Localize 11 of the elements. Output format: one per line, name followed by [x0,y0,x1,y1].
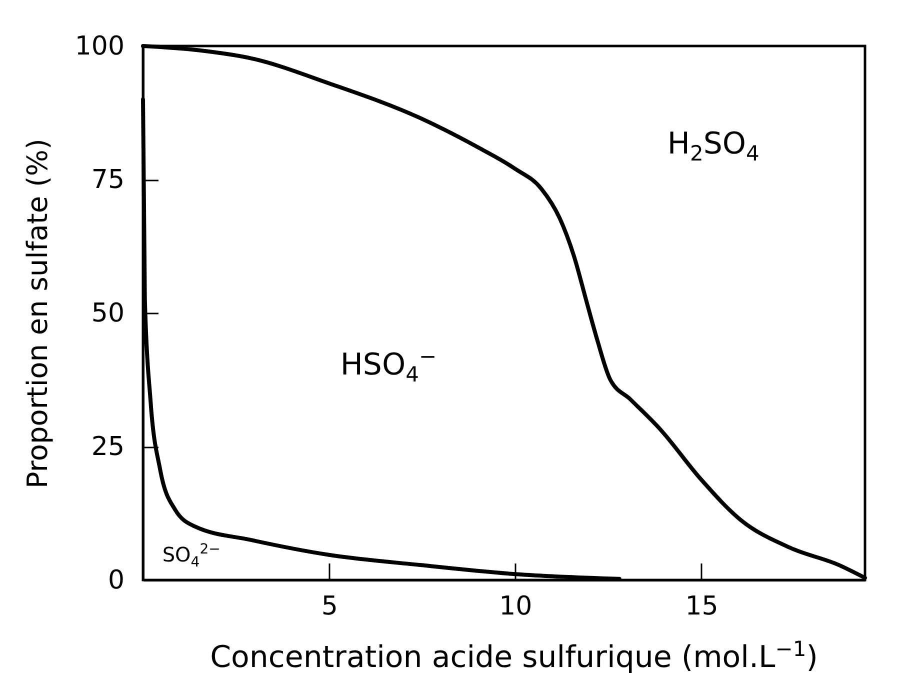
annotation: H$_{2}$SO$_{4}$ [667,126,760,166]
y-tick-label: 75 [91,165,124,195]
x-tick-label: 15 [685,592,718,622]
x-axis-title: Concentration acide sulfurique (mol.L$^{−1}$) [210,637,818,673]
y-tick-label: 100 [74,32,124,62]
y-tick-label: 25 [91,432,124,462]
y-axis-title: Proportion en sulfate (%) [20,138,54,488]
y-tick-label: 50 [91,298,124,328]
x-tick-label: 10 [499,592,532,622]
x-tick-label: 5 [321,592,338,622]
y-tick-label: 0 [108,566,124,596]
